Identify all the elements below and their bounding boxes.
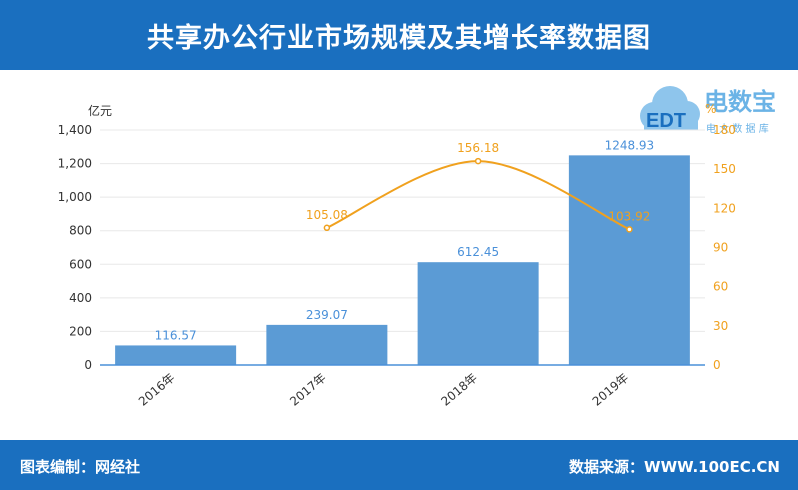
logo-sub: 电 大 数 据 库: [706, 122, 769, 135]
y-left-tick-label: 600: [69, 257, 92, 271]
x-tick-label: 2016年: [136, 371, 178, 409]
y-left-tick-label: 1,000: [58, 190, 92, 204]
chart-title: 共享办公行业市场规模及其增长率数据图: [147, 22, 651, 54]
growth-point: [474, 157, 482, 165]
bar: [115, 345, 237, 365]
y-left-tick-label: 800: [69, 224, 92, 238]
chart: 0 200 400 600 800 1,000 1,200 1,400 0 30 60 90 120 15…: [58, 102, 736, 409]
logo-letters: EDT: [646, 110, 686, 132]
bar-value-label: 239.07: [306, 308, 348, 322]
footer-bar: 图表编制：网经社 数据来源：WWW.100EC.CN: [0, 440, 798, 490]
y-right-tick-label: 0: [713, 358, 721, 372]
y-left-unit: 亿元: [88, 103, 112, 118]
y-left-tick-label: 1,200: [58, 157, 92, 171]
bar-value-label: 1248.93: [605, 138, 655, 152]
y-right-tick-label: 90: [713, 241, 728, 255]
growth-point: [626, 226, 633, 233]
logo: EDT 电数宝 电 大 数 据 库: [640, 86, 776, 135]
y-left-tick-label: 0: [84, 358, 92, 372]
footer-credit: 图表编制：网经社: [20, 458, 141, 476]
y-right-unit: %: [705, 102, 716, 116]
footer-source: 数据来源：WWW.100EC.CN: [569, 458, 780, 476]
y-right-tick-label: 60: [713, 280, 728, 294]
header-bar: 共享办公行业市场规模及其增长率数据图: [0, 0, 798, 70]
y-left-tick-label: 1,400: [58, 123, 92, 137]
bar: [568, 155, 690, 365]
logo-brand: 电数宝: [704, 88, 776, 116]
y-left-tick-label: 200: [69, 324, 92, 338]
bar-value-label: 116.57: [155, 328, 197, 342]
y-right-tick-label: 150: [713, 162, 736, 176]
y-right-tick-label: 180: [713, 123, 736, 137]
bar: [266, 324, 388, 365]
y-right-tick-label: 30: [713, 319, 728, 333]
x-tick-label: 2019年: [590, 371, 632, 409]
x-tick-label: 2018年: [438, 371, 480, 409]
growth-value-label: 103.92: [608, 209, 650, 223]
growth-value-label: 156.18: [457, 141, 499, 155]
bar-value-label: 612.45: [457, 245, 499, 259]
cloud-icon: [640, 86, 700, 130]
y-right-tick-label: 120: [713, 201, 736, 215]
growth-value-label: 105.08: [306, 208, 348, 222]
x-tick-label: 2017年: [287, 371, 329, 409]
bar: [417, 262, 539, 365]
growth-point: [323, 224, 331, 232]
y-left-tick-label: 400: [69, 291, 92, 305]
